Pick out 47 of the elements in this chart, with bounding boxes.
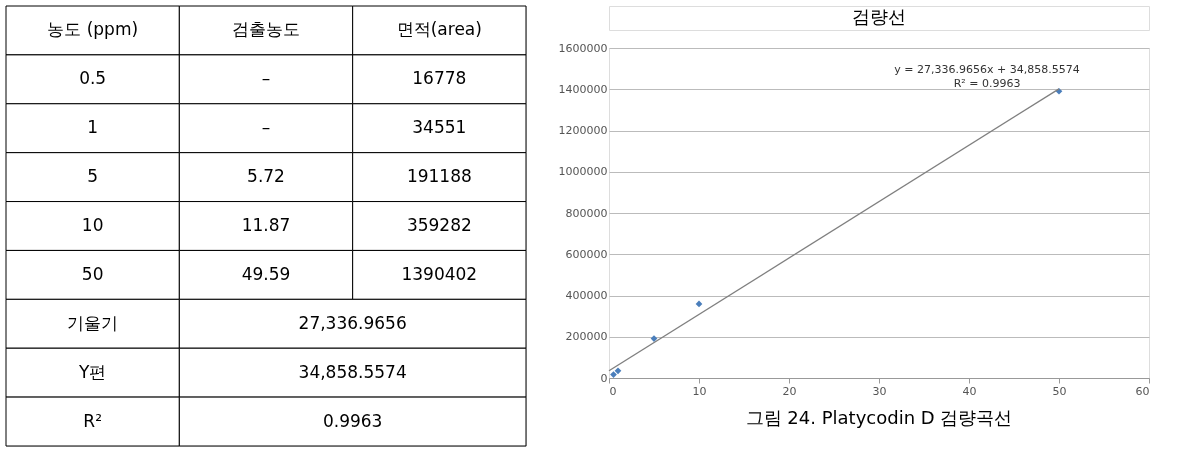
x-tick-label: 50 [1052, 384, 1067, 398]
text: – [261, 68, 271, 89]
text: – [261, 117, 271, 138]
y-tick-label: 0 [600, 371, 608, 385]
text: 16778 [412, 68, 467, 89]
y-tick-label: 1600000 [558, 41, 608, 55]
x-tick-label: 60 [1135, 384, 1150, 398]
text: 기울기 [67, 312, 119, 333]
text: 34551 [412, 117, 467, 138]
y-tick-label: 200000 [565, 330, 608, 344]
text: 27,336.9656 [298, 312, 407, 333]
text: 10 [81, 215, 104, 235]
point [695, 300, 703, 308]
text: 191188 [406, 166, 472, 187]
text: 5.72 [247, 166, 285, 187]
point [610, 371, 617, 378]
annotation: R² = 0.9963 [953, 77, 1021, 90]
chart-title: 검량선 [852, 6, 906, 27]
text: R² [83, 410, 102, 431]
category-label: 농도 (ppm) [47, 19, 139, 40]
text: 49.59 [241, 263, 291, 284]
y-tick-label: 800000 [565, 206, 608, 220]
x-tick-label: 0 [609, 384, 617, 398]
text: 1390402 [401, 263, 478, 284]
y-tick-label: 1200000 [558, 124, 608, 137]
text: 5 [87, 166, 99, 187]
y-tick-label: 400000 [565, 289, 608, 302]
text: 0.9963 [322, 410, 383, 431]
x-tick-label: 10 [692, 384, 707, 398]
y-tick-label: 600000 [565, 247, 608, 261]
text: 34,858.5574 [298, 361, 407, 382]
category-label: 검출농도 [232, 19, 300, 40]
x-tick-label: 40 [962, 384, 977, 398]
text: 0.5 [79, 68, 107, 89]
point [614, 367, 622, 375]
x-tick-label: 20 [782, 384, 797, 398]
text: 50 [81, 263, 104, 284]
text: 1 [87, 117, 99, 138]
x-tick-label: 30 [872, 384, 887, 398]
text: 359282 [406, 215, 472, 235]
y-tick-label: 1000000 [558, 165, 608, 179]
caption: 그림 24. Platycodin D 검량곡선 [745, 407, 1013, 428]
text: 11.87 [241, 215, 291, 235]
y-tick-label: 1400000 [558, 82, 608, 96]
text: Y편 [78, 361, 107, 382]
annotation: y = 27,336.9656x + 34,858.5574 [894, 63, 1080, 76]
category-label: 면적(area) [396, 19, 482, 40]
